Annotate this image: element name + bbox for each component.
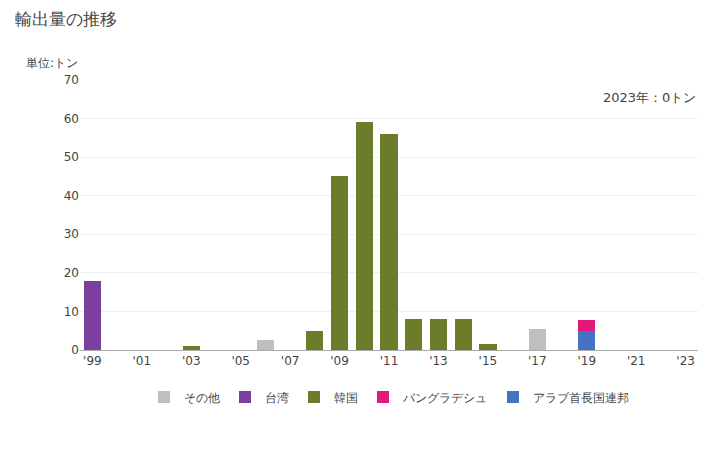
svg-text:その他: その他 xyxy=(184,391,220,405)
svg-text:'99: '99 xyxy=(83,354,102,368)
svg-text:'09: '09 xyxy=(330,354,349,368)
svg-text:50: 50 xyxy=(64,150,79,164)
svg-text:'17: '17 xyxy=(528,354,547,368)
svg-text:60: 60 xyxy=(64,112,79,126)
svg-text:アラブ首長国連邦: アラブ首長国連邦 xyxy=(533,391,629,405)
svg-text:韓国: 韓国 xyxy=(334,391,358,405)
svg-text:'21: '21 xyxy=(627,354,646,368)
svg-text:70: 70 xyxy=(64,73,79,87)
svg-text:'19: '19 xyxy=(577,354,596,368)
svg-text:30: 30 xyxy=(64,227,79,241)
svg-text:'13: '13 xyxy=(429,354,448,368)
svg-text:'23: '23 xyxy=(676,354,695,368)
svg-text:'01: '01 xyxy=(133,354,152,368)
svg-text:輸出量の推移: 輸出量の推移 xyxy=(15,9,117,29)
svg-text:20: 20 xyxy=(64,266,79,280)
svg-text:'03: '03 xyxy=(182,354,201,368)
svg-text:10: 10 xyxy=(64,305,79,319)
svg-text:'11: '11 xyxy=(380,354,399,368)
svg-text:台湾: 台湾 xyxy=(265,391,289,405)
svg-text:'15: '15 xyxy=(479,354,498,368)
svg-text:0: 0 xyxy=(71,343,79,357)
svg-text:'05: '05 xyxy=(231,354,250,368)
svg-text:2023年：0トン: 2023年：0トン xyxy=(603,90,696,105)
svg-text:バングラデシュ: バングラデシュ xyxy=(402,391,487,405)
svg-text:40: 40 xyxy=(64,189,79,203)
svg-text:'07: '07 xyxy=(281,354,300,368)
svg-text:単位:トン: 単位:トン xyxy=(26,56,78,70)
